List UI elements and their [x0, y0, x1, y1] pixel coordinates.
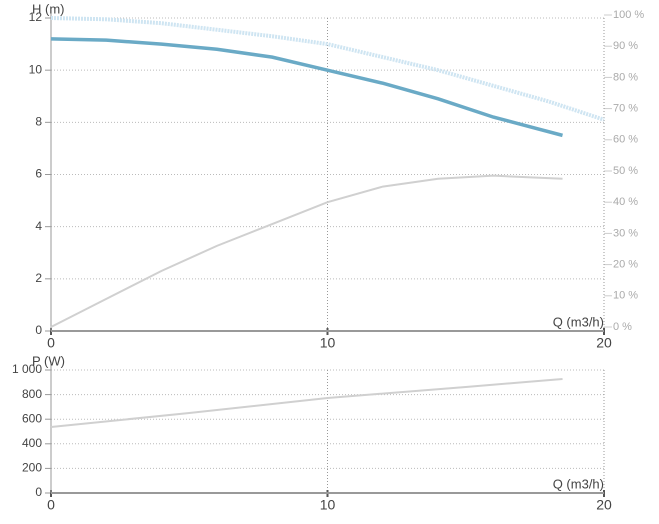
x-axis-label: Q (m3/h)	[553, 314, 604, 329]
y2-tick-label: 80 %	[613, 71, 638, 83]
y-tick-label: 2	[35, 271, 42, 285]
y-tick-label: 0	[35, 323, 42, 337]
y2-tick-label: 60 %	[613, 134, 638, 146]
data-line	[50, 16, 605, 122]
y2-tick-label: 30 %	[613, 227, 638, 239]
y2-tick-label: 20 %	[613, 259, 638, 271]
y-tick-label: 800	[22, 387, 42, 401]
y-tick-label: 0	[35, 485, 42, 499]
y-tick-label: 600	[22, 411, 42, 425]
y-tick-label: 4	[35, 219, 42, 233]
x-tick-label: 0	[47, 497, 55, 513]
y2-tick-label: 70 %	[613, 103, 638, 115]
x-tick-label: 20	[596, 335, 612, 351]
data-line	[50, 37, 563, 138]
x-tick-label: 10	[320, 497, 336, 513]
y-tick-label: 10	[29, 62, 43, 76]
y2-tick-label: 40 %	[613, 196, 638, 208]
y-tick-label: 12	[29, 10, 43, 24]
x-tick-label: 0	[47, 335, 55, 351]
y-tick-label: 400	[22, 436, 42, 450]
y-tick-label: 200	[22, 461, 42, 475]
y2-tick-label: 100 %	[613, 9, 644, 21]
y2-tick-label: 90 %	[613, 40, 638, 52]
y-axis-label: H (m)	[32, 1, 65, 16]
x-tick-label: 10	[320, 335, 336, 351]
y2-tick-label: 50 %	[613, 165, 638, 177]
y-axis-label: P (W)	[32, 353, 65, 368]
data-line	[50, 174, 563, 328]
y-tick-label: 1 000	[12, 362, 42, 376]
y-tick-label: 6	[35, 167, 42, 181]
y2-tick-label: 10 %	[613, 290, 638, 302]
y2-tick-label: 0 %	[613, 321, 632, 333]
y-tick-label: 8	[35, 115, 42, 129]
data-line	[50, 377, 563, 428]
x-axis-label: Q (m3/h)	[553, 476, 604, 491]
x-tick-label: 20	[596, 497, 612, 513]
